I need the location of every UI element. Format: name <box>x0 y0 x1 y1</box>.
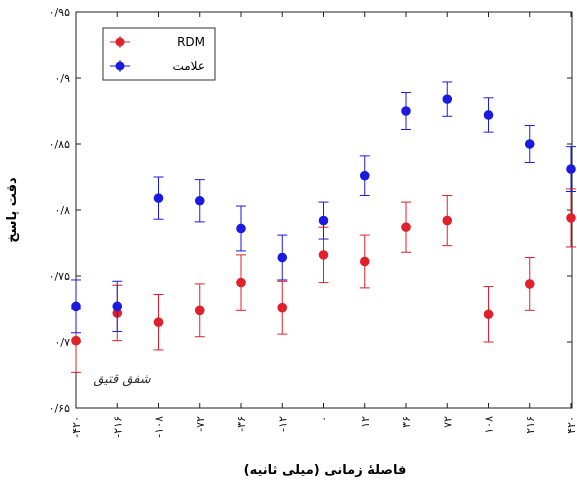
data-marker <box>277 302 288 313</box>
x-tick-label: ۲۱۶ <box>524 416 537 434</box>
data-point-alamat <box>112 280 123 332</box>
signature: شفق قتیق <box>93 372 151 387</box>
data-marker <box>277 252 288 263</box>
x-tick-label: ۰ <box>318 416 331 422</box>
legend-rdm-label: RDM <box>177 35 205 49</box>
y-tick-label: ۰/۸۵ <box>49 138 71 151</box>
series-layer <box>71 81 576 373</box>
data-point-rdm <box>194 283 205 338</box>
data-point-rdm <box>483 286 494 343</box>
data-marker <box>153 317 164 328</box>
data-point-alamat <box>566 146 576 193</box>
data-point-rdm <box>359 234 370 289</box>
legend-alamat-marker <box>115 61 125 71</box>
data-marker <box>194 305 205 316</box>
data-marker <box>236 277 246 288</box>
y-tick-label: ۰/۹۵ <box>49 6 71 19</box>
x-tick-label: -۷۲ <box>194 416 207 432</box>
data-point-alamat <box>153 176 164 220</box>
data-marker <box>401 106 411 116</box>
data-point-alamat <box>236 205 246 252</box>
data-marker <box>359 170 370 181</box>
data-marker <box>359 256 370 267</box>
y-tick-label: ۰/۸ <box>54 204 70 217</box>
data-marker <box>71 301 81 312</box>
data-point-alamat <box>277 234 288 281</box>
x-tick-label: ۱۰۸ <box>483 416 496 434</box>
legend-box <box>102 27 216 81</box>
x-tick-label: ۴۲۰ <box>565 416 577 434</box>
data-point-rdm <box>442 194 453 247</box>
data-marker <box>442 94 453 104</box>
data-point-alamat <box>401 92 411 130</box>
data-point-rdm <box>236 254 246 311</box>
legend-alamat-label: علامت <box>172 59 205 73</box>
x-axis-label: فاصلهٔ زمانی (میلی ثانیه) <box>244 463 407 478</box>
data-marker <box>153 193 164 203</box>
data-point-alamat <box>194 179 205 223</box>
data-point-rdm <box>524 257 535 311</box>
data-point-rdm <box>153 293 164 351</box>
data-point-rdm <box>566 188 576 248</box>
data-marker <box>524 279 535 289</box>
data-marker <box>318 250 329 260</box>
y-tick-label: ۰/۶۵ <box>49 402 71 415</box>
data-marker <box>71 335 81 346</box>
data-marker <box>112 301 123 312</box>
data-marker <box>566 213 576 223</box>
data-point-rdm <box>401 201 411 253</box>
data-marker <box>318 215 329 226</box>
y-tick-label: ۰/۷ <box>54 336 70 349</box>
data-point-rdm <box>277 280 288 335</box>
x-tick-label: -۳۶ <box>235 416 248 432</box>
data-marker <box>401 222 411 232</box>
axes-layer: ۰/۶۵ ۰/۷ ۰/۷۵ ۰/۸ ۰/۸۵ ۰/۹ ۰/۹۵ -۴۲۰ -۲۱۶ -۱۰۸ -۷۲… <box>49 6 577 438</box>
x-tick-label: ۱۲ <box>359 416 372 428</box>
x-tick-label: -۴۲۰ <box>70 416 83 438</box>
data-marker <box>194 195 205 206</box>
y-axis-label: دقت پاسخ <box>5 177 20 243</box>
legend-rdm-marker <box>115 37 125 47</box>
data-point-alamat <box>524 125 535 163</box>
data-marker <box>442 215 453 226</box>
legend-entry-alamat: علامت <box>110 59 205 73</box>
x-tick-label: ۳۶ <box>400 416 413 428</box>
data-marker <box>524 139 535 149</box>
legend: RDM علامت <box>102 27 216 81</box>
data-marker <box>483 309 494 320</box>
x-tick-label: -۱۲ <box>276 416 289 432</box>
y-tick-label: ۰/۷۵ <box>49 270 71 283</box>
x-tick-label: -۱۰۸ <box>153 416 166 438</box>
x-tick-label: ۷۲ <box>441 416 454 428</box>
data-point-alamat <box>318 201 329 240</box>
x-tick-label: -۲۱۶ <box>111 416 124 438</box>
data-point-alamat <box>442 81 453 117</box>
y-tick-label: ۰/۹ <box>54 72 70 85</box>
data-point-alamat <box>359 155 370 196</box>
data-marker <box>483 110 494 120</box>
legend-entry-rdm: RDM <box>110 35 205 49</box>
data-marker <box>236 223 246 234</box>
data-point-alamat <box>483 97 494 133</box>
data-marker <box>566 164 576 174</box>
data-point-alamat <box>71 279 81 334</box>
